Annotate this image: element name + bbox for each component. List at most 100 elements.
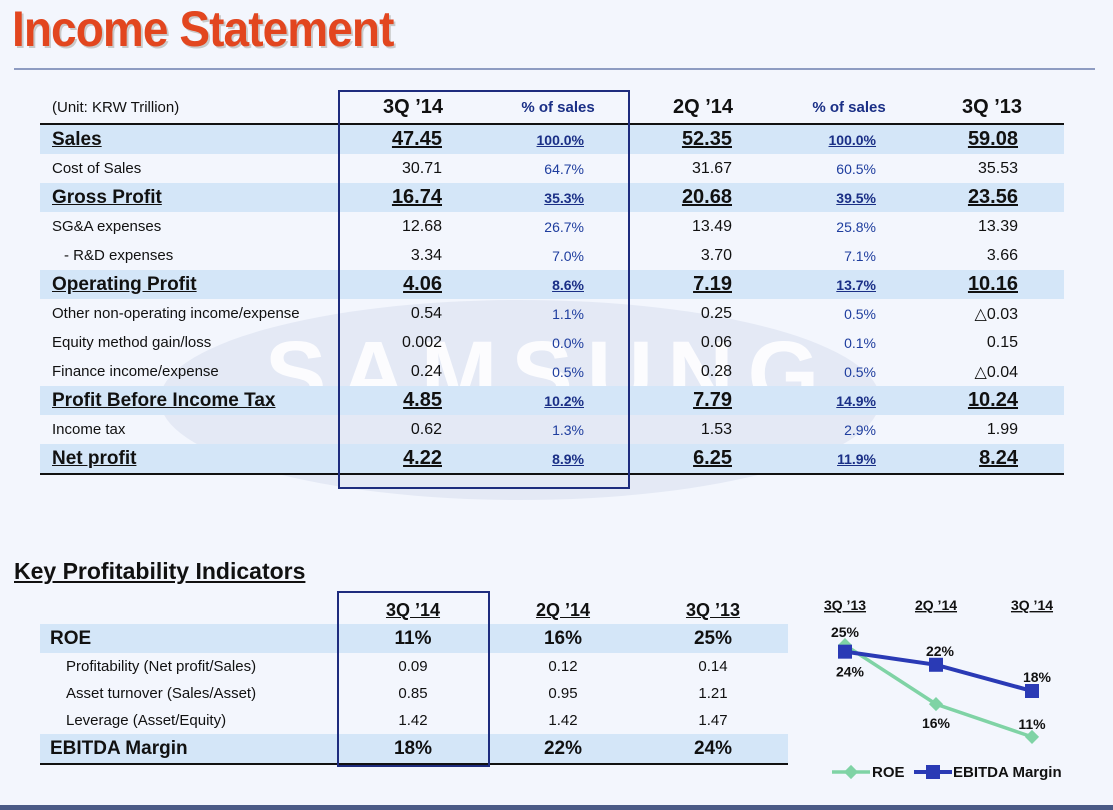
income-row: Other non-operating income/expense 0.54 1.… (40, 299, 1064, 328)
income-row: - R&D expenses 3.34 7.0% 3.70 7.1% 3.66 (40, 241, 1064, 270)
pct-3q14: 7.0% (552, 247, 584, 264)
pct-3q14: 0.0% (552, 334, 584, 351)
value-3q14: 0.62 (410, 420, 442, 438)
pct-2q14: 100.0% (778, 124, 920, 154)
value-3q14: 4.85 (338, 386, 488, 415)
value-3q13: 59.08 (920, 124, 1064, 154)
value-3q13: 10.24 (920, 386, 1064, 415)
pct-3q14: 26.7% (544, 218, 584, 235)
row-label: Income tax (52, 421, 126, 438)
value-2q14: 0.25 (700, 304, 732, 322)
chart-category-label: 3Q ’13 (824, 597, 866, 613)
data-label: 18% (1023, 669, 1052, 685)
value-3q13: 3.66 (986, 246, 1018, 264)
value-3q13: 35.53 (977, 159, 1018, 177)
page-title: Income Statement (12, 1, 394, 57)
kpi-value: 22% (488, 734, 638, 765)
kpi-value: 11% (338, 624, 488, 653)
kpi-value: 0.09 (398, 658, 428, 675)
chart-category-label: 3Q ’14 (1011, 597, 1053, 613)
kpi-row-label: Profitability (Net profit/Sales) (66, 658, 257, 675)
value-3q14: 30.71 (401, 159, 442, 177)
kpi-table: 3Q ’14 2Q ’14 3Q ’13 ROE 11% 16% 25% Profita… (40, 592, 788, 765)
row-label: Finance income/expense (52, 363, 219, 380)
chart-category-label: 2Q ’14 (915, 597, 957, 613)
value-3q14: 4.06 (338, 270, 488, 299)
kpi-row-label: EBITDA Margin (40, 734, 338, 765)
value-3q13: △0.04 (974, 363, 1018, 381)
roe-ebitda-line-chart: 3Q ’13 2Q ’14 3Q ’14 25% 16% 11% 24% 22% 18% ROE E… (824, 597, 1062, 781)
income-row: Net profit 4.22 8.9% 6.25 11.9% 8.24 (40, 444, 1064, 475)
value-3q13: 23.56 (920, 183, 1064, 212)
kpi-value: 0.85 (398, 685, 428, 702)
value-3q13: 10.16 (920, 270, 1064, 299)
value-2q14: 13.49 (691, 217, 732, 235)
pct-2q14: 2.9% (844, 421, 876, 438)
row-label: Operating Profit (40, 270, 338, 299)
roe-point (1024, 729, 1040, 744)
legend-roe-label: ROE (872, 764, 905, 781)
pct-3q14: 0.5% (552, 363, 584, 380)
data-label: 16% (922, 715, 951, 731)
value-3q14: 47.45 (338, 124, 488, 154)
kpi-row-label: ROE (40, 624, 338, 653)
data-label: 25% (831, 624, 860, 640)
row-label: - R&D expenses (64, 247, 174, 264)
pct-3q14: 64.7% (544, 160, 584, 177)
legend-ebitda-label: EBITDA Margin (953, 764, 1062, 781)
value-3q14: 0.54 (410, 304, 442, 322)
ebitda-margin-point (1025, 684, 1039, 698)
value-2q14: 3.70 (700, 246, 732, 264)
data-label: 22% (926, 643, 955, 659)
kpi-col-header-3q14: 3Q ’14 (385, 600, 441, 620)
kpi-header-empty (40, 592, 338, 624)
value-3q14: 0.002 (401, 333, 442, 351)
pct-2q14: 11.9% (778, 444, 920, 475)
value-2q14: 7.79 (628, 386, 778, 415)
kpi-col-header-2q14: 2Q ’14 (535, 600, 591, 620)
pct-3q14: 10.2% (488, 386, 628, 415)
data-label: 24% (836, 664, 865, 680)
kpi-value: 25% (638, 624, 788, 653)
col-header-3q14: 3Q ’14 (338, 92, 488, 125)
income-statement-table: (Unit: KRW Trillion) 3Q ’14 % of sales 2… (40, 92, 1064, 475)
pct-2q14: 7.1% (844, 247, 876, 264)
value-2q14: 1.53 (700, 420, 732, 438)
kpi-value: 1.42 (548, 712, 578, 729)
data-label: 11% (1018, 716, 1046, 732)
value-2q14: 31.67 (691, 159, 732, 177)
value-3q14: 4.22 (338, 444, 488, 475)
pct-2q14: 14.9% (778, 386, 920, 415)
value-2q14: 7.19 (628, 270, 778, 299)
value-3q13: 1.99 (986, 420, 1018, 438)
value-2q14: 20.68 (628, 183, 778, 212)
pct-3q14: 8.9% (488, 444, 628, 475)
income-row: Income tax 0.62 1.3% 1.53 2.9% 1.99 (40, 415, 1064, 444)
kpi-row: EBITDA Margin 18% 22% 24% (40, 734, 788, 765)
unit-label: (Unit: KRW Trillion) (40, 92, 338, 125)
value-2q14: 0.06 (700, 333, 732, 351)
kpi-row: Leverage (Asset/Equity) 1.42 1.42 1.47 (40, 707, 788, 734)
value-2q14: 6.25 (628, 444, 778, 475)
value-3q14: 3.34 (410, 246, 442, 264)
kpi-value: 0.14 (698, 658, 728, 675)
pct-3q14: 1.1% (552, 305, 584, 322)
value-3q13: 13.39 (977, 217, 1018, 235)
ebitda-margin-point (838, 644, 852, 659)
kpi-value: 1.42 (398, 712, 428, 729)
value-2q14: 52.35 (628, 124, 778, 154)
kpi-row-label: Asset turnover (Sales/Asset) (66, 685, 257, 702)
income-header-row: (Unit: KRW Trillion) 3Q ’14 % of sales 2… (40, 92, 1064, 125)
title-divider (14, 68, 1095, 70)
row-label: Net profit (40, 444, 338, 475)
kpi-row: Asset turnover (Sales/Asset) 0.85 0.95 1.21 (40, 680, 788, 707)
income-row: Cost of Sales 30.71 64.7% 31.67 60.5% 35.53 (40, 154, 1064, 183)
income-row: Sales 47.45 100.0% 52.35 100.0% 59.08 (40, 124, 1064, 154)
kpi-value: 0.12 (548, 658, 578, 675)
pct-3q14: 35.3% (488, 183, 628, 212)
pct-2q14: 0.1% (844, 334, 876, 351)
kpi-row: Profitability (Net profit/Sales) 0.09 0.12… (40, 653, 788, 680)
income-row: Equity method gain/loss 0.002 0.0% 0.06 0.1%… (40, 328, 1064, 357)
col-header-2q14: 2Q ’14 (628, 92, 778, 125)
income-row: Profit Before Income Tax 4.85 10.2% 7.79 14.… (40, 386, 1064, 415)
